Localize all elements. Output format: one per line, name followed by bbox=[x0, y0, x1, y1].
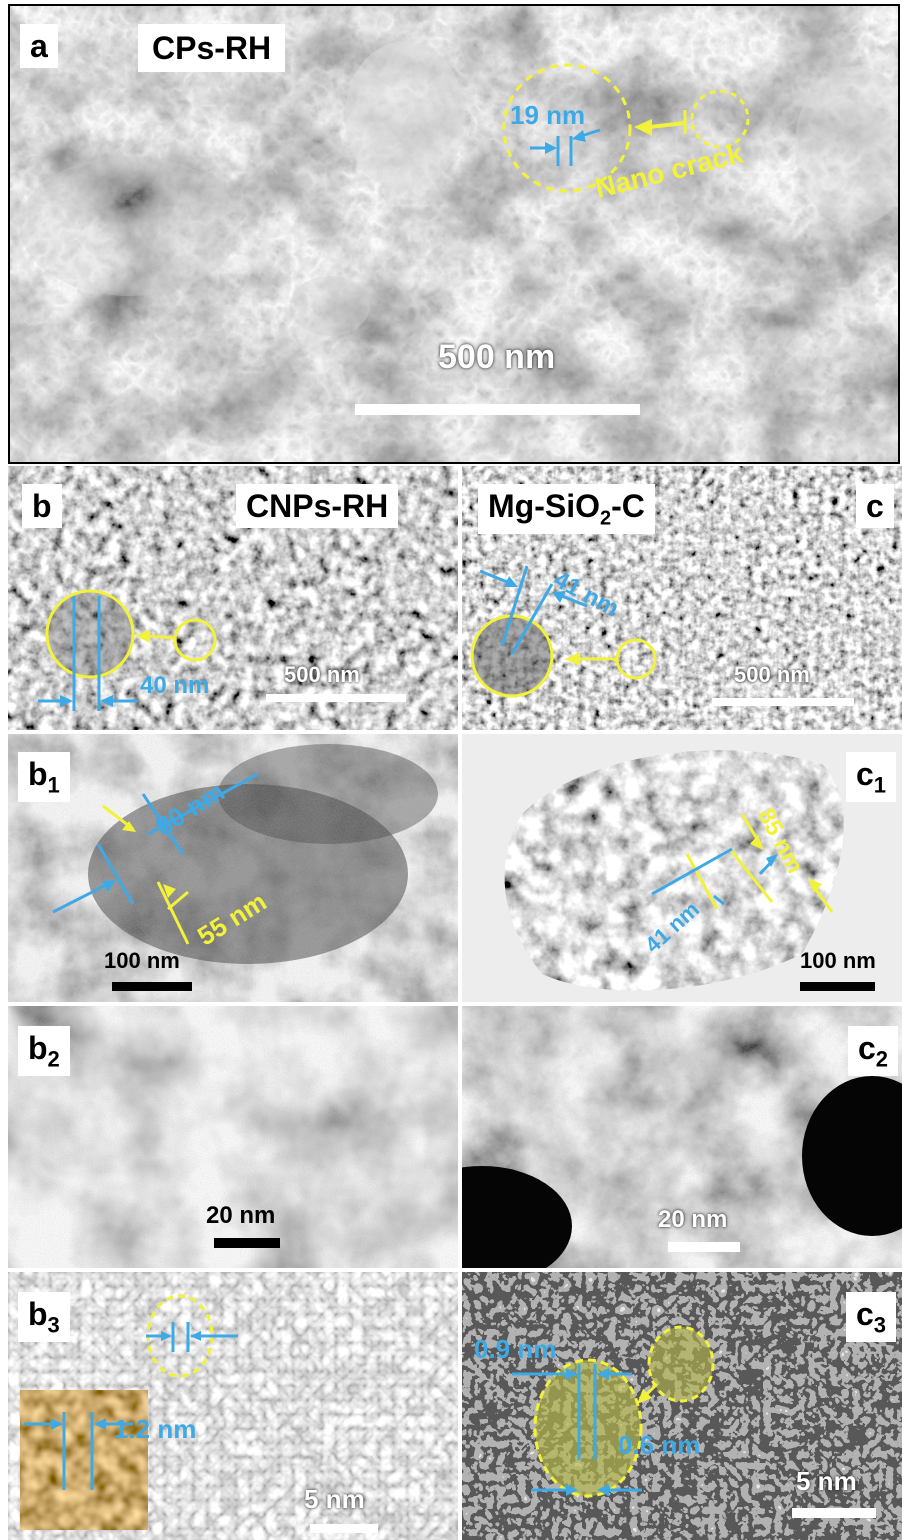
panel-label-b3: b3 bbox=[18, 1292, 70, 1343]
sem-image-a bbox=[10, 6, 898, 462]
dimension-a: 19 nm bbox=[510, 100, 586, 130]
scale-bar-c3 bbox=[792, 1508, 876, 1518]
panel-label-b: b bbox=[22, 484, 62, 528]
crack-circle bbox=[690, 89, 750, 149]
sample-name-b: CNPs-RH bbox=[236, 484, 399, 528]
scale-bar-b1 bbox=[112, 982, 192, 991]
zoom-circle bbox=[470, 614, 554, 698]
scale-label-c3: 5 nm bbox=[796, 1466, 857, 1496]
scale-label-a: 500 nm bbox=[438, 338, 556, 376]
panel-b2-tem: b2 20 nm bbox=[8, 1006, 458, 1268]
scale-label-b2: 20 nm bbox=[206, 1202, 276, 1229]
annotations-c3 bbox=[512, 1325, 715, 1498]
panel-label-a: a bbox=[20, 24, 58, 68]
scale-label-c: 500 nm bbox=[734, 662, 810, 687]
panel-label-c1: c1 bbox=[846, 752, 897, 803]
panel-label-b1: b1 bbox=[18, 752, 70, 803]
source-circle bbox=[173, 618, 217, 662]
scale-label-c2: 20 nm bbox=[658, 1206, 728, 1233]
scale-bar-c bbox=[712, 698, 854, 706]
scale-bar-b bbox=[266, 694, 406, 702]
panel-c2-tem: c2 20 nm bbox=[462, 1006, 902, 1268]
zoom-circle bbox=[45, 589, 135, 679]
panel-a-sem: a CPs-RH 19 nm Nano crack 500 nm bbox=[8, 4, 900, 464]
scale-label-b1: 100 nm bbox=[104, 948, 180, 973]
sample-name-c: Mg-SiO2-C bbox=[478, 484, 655, 535]
panel-label-c: c bbox=[856, 484, 894, 528]
dimension-c3-1: 0.9 nm bbox=[474, 1334, 557, 1364]
tem-image-b1 bbox=[8, 734, 458, 1002]
annotations-c bbox=[470, 565, 657, 698]
panel-label-c3: c3 bbox=[846, 1292, 897, 1343]
scale-bar-b2 bbox=[214, 1238, 280, 1248]
dimension-b: 40 nm bbox=[140, 672, 210, 699]
scale-bar-a bbox=[355, 404, 640, 415]
annotations-b bbox=[38, 589, 217, 711]
dimension-b3: 1.2 nm bbox=[114, 1414, 197, 1444]
scale-bar-b3 bbox=[310, 1524, 378, 1533]
tem-image-c2 bbox=[462, 1006, 902, 1268]
panel-c1-tem: c1 85 nm 41 nm 100 nm bbox=[462, 734, 902, 1002]
scale-label-c1: 100 nm bbox=[800, 948, 876, 973]
annotations-a bbox=[502, 63, 750, 193]
panel-c-sem: Mg-SiO2-C c 41 nm 500 nm bbox=[462, 466, 902, 730]
panel-b1-tem: b1 80 nm 55 nm 100 nm bbox=[8, 734, 458, 1002]
scale-bar-c2 bbox=[668, 1242, 740, 1252]
zoom-circle bbox=[502, 63, 632, 193]
source-circle bbox=[615, 638, 657, 680]
panel-b-sem: b CNPs-RH 40 nm 500 nm bbox=[8, 466, 458, 730]
annotations-c1 bbox=[651, 813, 834, 913]
panel-c3-hrtem: c3 0.9 nm 0.6 nm 5 nm bbox=[462, 1272, 902, 1540]
panel-b3-hrtem: b3 1.2 nm 5 nm bbox=[8, 1272, 458, 1540]
hrtem-image-b3 bbox=[8, 1272, 458, 1540]
hrtem-image-c3 bbox=[462, 1272, 902, 1540]
sample-name-a: CPs-RH bbox=[138, 24, 286, 72]
tem-image-b2 bbox=[8, 1006, 458, 1268]
panel-label-b2: b2 bbox=[18, 1026, 70, 1077]
dimension-c3-2: 0.6 nm bbox=[618, 1430, 701, 1460]
panel-label-c2: c2 bbox=[848, 1026, 899, 1077]
scale-label-b3: 5 nm bbox=[304, 1484, 365, 1514]
scale-label-b: 500 nm bbox=[284, 662, 360, 687]
annotations-b1 bbox=[52, 772, 259, 945]
annotations-b3 bbox=[24, 1294, 238, 1490]
tem-image-c1 bbox=[462, 734, 902, 1002]
inset-image-b3 bbox=[20, 1390, 148, 1530]
pointer-arrow bbox=[649, 121, 686, 129]
scale-bar-c1 bbox=[800, 982, 875, 991]
